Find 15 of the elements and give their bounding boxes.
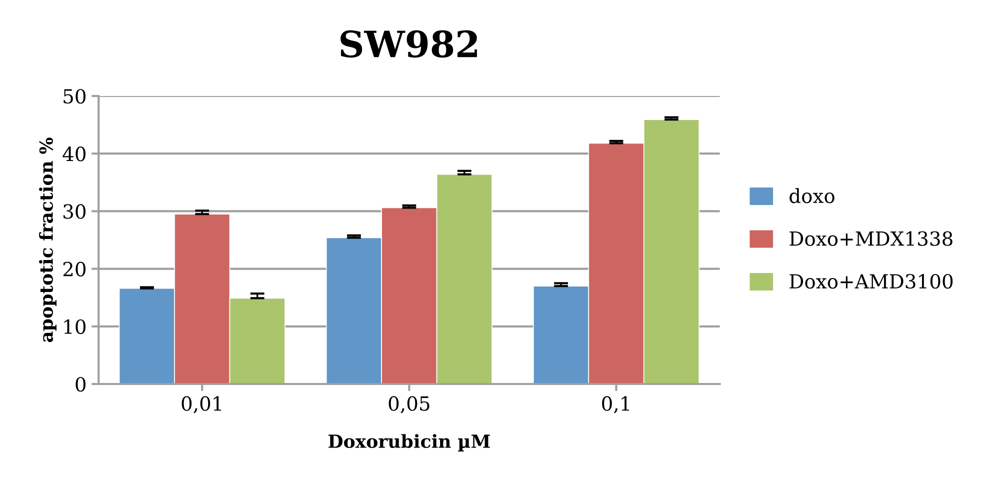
legend-label: Doxo+MDX1338 (790, 231, 952, 246)
x-tick-label: 0,1 (602, 396, 629, 414)
y-tick-label: 40 (62, 146, 86, 162)
y-tick-label: 10 (64, 319, 86, 334)
y-tick-label: 0 (76, 376, 86, 392)
legend-label: doxo (790, 188, 834, 204)
legend-label: Doxo+AMD3100 (790, 274, 953, 289)
x-tick-label: 0,05 (388, 396, 430, 414)
y-tick-label: 20 (63, 262, 86, 276)
chart-title: SW982 (340, 30, 477, 58)
y-tick-label: 50 (64, 88, 86, 104)
x-axis-title: Doxorubicin µM (328, 434, 490, 452)
x-tick-label: 0,01 (182, 396, 222, 414)
y-axis-title: apoptotic fraction % (39, 138, 56, 342)
y-tick-label: 30 (64, 204, 86, 219)
